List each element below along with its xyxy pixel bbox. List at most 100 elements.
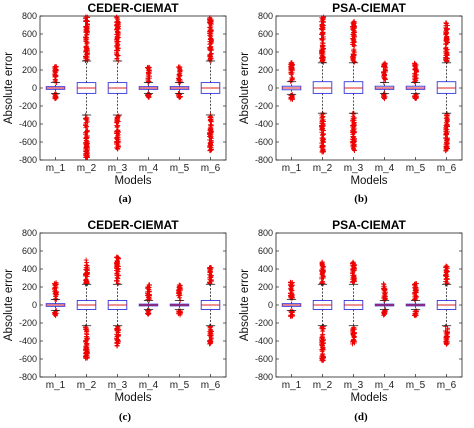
box-m_1: m_1: [281, 279, 302, 391]
outlier-point: [352, 137, 357, 143]
outlier-point: [52, 288, 58, 294]
outlier-point: [320, 279, 326, 285]
outlier-point: [83, 28, 89, 34]
outliers: [350, 259, 357, 347]
outlier-point: [83, 138, 89, 143]
outlier-point: [351, 123, 357, 129]
outlier-point: [83, 116, 88, 122]
outlier-point: [412, 94, 418, 100]
outliers: [145, 64, 152, 100]
box-m_5: m_5: [405, 60, 426, 174]
outlier-point: [412, 281, 418, 287]
y-tick-label: -800: [255, 372, 273, 382]
outlier-point: [116, 26, 121, 32]
outlier-point: [83, 326, 88, 332]
x-tick-label: m_6: [201, 163, 221, 174]
outliers: [443, 263, 450, 347]
outlier-point: [445, 124, 450, 129]
box-m_5: m_5: [169, 64, 190, 174]
outlier-point: [83, 148, 89, 154]
outlier-point: [443, 30, 449, 36]
outlier-point: [382, 60, 388, 66]
box-m_6: m_6: [200, 15, 221, 174]
outlier-point: [320, 40, 326, 46]
outlier-point: [443, 120, 449, 126]
outliers: [288, 279, 295, 319]
outlier-point: [83, 154, 89, 160]
outlier-point: [288, 70, 294, 76]
outlier-point: [413, 76, 419, 82]
x-tick-label: m_2: [313, 380, 333, 391]
box-m_6: m_6: [436, 20, 457, 174]
y-tick-label: 400: [22, 264, 37, 274]
outlier-point: [444, 330, 450, 335]
box-m_6: m_6: [200, 265, 221, 391]
y-tick-label: 400: [258, 264, 273, 274]
y-tick-label: 800: [22, 228, 37, 238]
outliers: [114, 14, 121, 152]
outlier-point: [83, 278, 88, 283]
box-m_2: m_2: [312, 259, 333, 391]
outlier-point: [320, 353, 326, 359]
outlier-point: [289, 76, 295, 82]
outlier-point: [351, 333, 357, 339]
outliers: [412, 60, 419, 101]
outlier-point: [351, 32, 357, 37]
chart-panel-1: CEDER-CIEMAT -800 -600 -400 -200 0 200 400 600 80…: [3, 1, 227, 205]
outlier-point: [83, 120, 89, 125]
chart-panel-3: CEDER-CIEMAT -800 -600 -400 -200 0 200 400 600 80…: [3, 218, 227, 423]
outlier-point: [320, 345, 325, 350]
outlier-point: [52, 281, 57, 286]
outlier-point: [84, 350, 90, 356]
outlier-point: [83, 135, 89, 141]
box-m_3: m_3: [343, 259, 364, 391]
outlier-point: [83, 353, 89, 359]
box-m_1: m_1: [45, 280, 66, 391]
outlier-point: [114, 117, 120, 123]
outlier-point: [115, 278, 120, 284]
outlier-point: [115, 123, 121, 129]
outlier-point: [85, 336, 90, 342]
outlier-point: [83, 334, 89, 339]
outlier-point: [207, 131, 212, 137]
outlier-point: [350, 279, 356, 285]
box-m_3: m_3: [343, 19, 364, 174]
outlier-point: [350, 270, 355, 276]
y-tick-label: 0: [268, 83, 273, 93]
y-tick-label: -200: [19, 101, 37, 111]
outlier-point: [52, 94, 58, 100]
outlier-point: [381, 295, 387, 301]
x-tick-label: m_3: [344, 163, 364, 174]
outlier-point: [350, 52, 356, 58]
box-m_1: m_1: [45, 64, 66, 174]
outlier-point: [352, 331, 357, 336]
outlier-point: [352, 126, 357, 132]
outlier-point: [321, 275, 326, 281]
outlier-point: [414, 294, 419, 300]
x-tick-label: m_1: [46, 380, 66, 391]
outlier-point: [289, 287, 295, 293]
outlier-point: [207, 16, 213, 22]
outlier-point: [52, 310, 57, 316]
box-m_4: m_4: [138, 64, 159, 174]
outlier-point: [350, 27, 356, 33]
outlier-point: [445, 269, 450, 275]
outlier-point: [443, 26, 449, 31]
outlier-point: [176, 288, 182, 294]
y-tick-label: 800: [22, 11, 37, 21]
x-axis-label: Models: [350, 392, 387, 404]
outliers: [207, 265, 214, 347]
outlier-point: [84, 32, 89, 38]
outlier-point: [412, 284, 418, 290]
y-tick-label: -600: [255, 354, 273, 364]
outlier-point: [147, 282, 152, 288]
outlier-point: [352, 340, 357, 346]
box-m_1: m_1: [281, 60, 302, 174]
outlier-point: [207, 127, 213, 133]
outlier-point: [320, 123, 326, 129]
x-tick-label: m_3: [344, 380, 364, 391]
outlier-point: [382, 67, 388, 73]
outlier-point: [114, 14, 119, 20]
x-tick-label: m_2: [313, 163, 333, 174]
x-tick-label: m_2: [77, 163, 97, 174]
